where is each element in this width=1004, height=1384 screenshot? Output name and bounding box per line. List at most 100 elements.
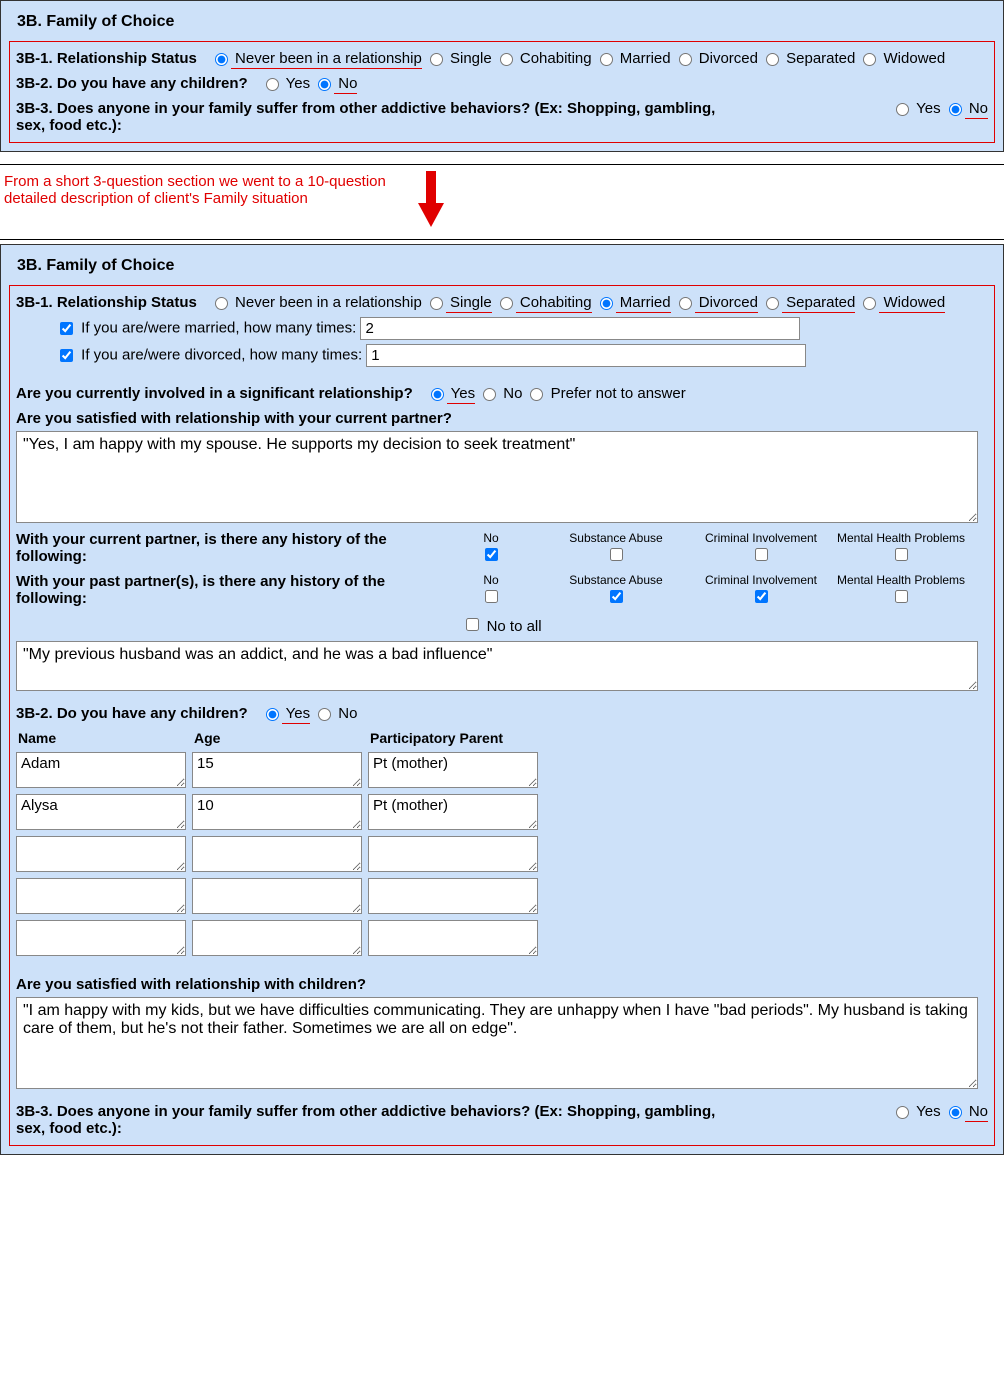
radio-input[interactable] [949, 103, 962, 116]
radio-label-text: Divorced [695, 50, 758, 67]
bq2-label: 3B-2. Do you have any children? [16, 705, 248, 722]
radio-option[interactable]: No [941, 1103, 988, 1120]
hist-current-cb-1[interactable] [610, 548, 623, 561]
separator-2 [0, 239, 1004, 240]
child-pp-input[interactable] [368, 752, 538, 788]
hist-col-1: Substance Abuse [546, 531, 686, 545]
radio-option[interactable]: Never been in a relationship [207, 294, 422, 311]
bq2-options: Yes No [258, 705, 358, 722]
annotation-text: From a short 3-question section we went … [0, 169, 400, 211]
radio-option[interactable]: Single [422, 294, 492, 311]
radio-label-text: No [334, 75, 357, 94]
child-pp-input[interactable] [368, 878, 538, 914]
radio-input[interactable] [679, 53, 692, 66]
radio-option[interactable]: No [310, 75, 357, 92]
child-age-input[interactable] [192, 920, 362, 956]
radio-input[interactable] [949, 1106, 962, 1119]
hist-col-3b: Mental Health Problems [836, 573, 966, 587]
radio-option[interactable]: Separated [758, 50, 855, 67]
radio-input[interactable] [863, 53, 876, 66]
radio-input[interactable] [766, 53, 779, 66]
radio-option[interactable]: Married [592, 50, 671, 67]
hist-current-cb-3[interactable] [895, 548, 908, 561]
radio-option[interactable]: Cohabiting [492, 50, 592, 67]
hist-past-cb-0[interactable] [485, 590, 498, 603]
radio-option[interactable]: Divorced [671, 294, 758, 311]
radio-option[interactable]: Prefer not to answer [522, 385, 685, 402]
sub1a-checkbox[interactable] [60, 322, 73, 335]
radio-input[interactable] [430, 53, 443, 66]
child-name-input[interactable] [16, 920, 186, 956]
hist-past-label: With your past partner(s), is there any … [16, 573, 436, 607]
sigrel-label: Are you currently involved in a signific… [16, 385, 413, 402]
hist-past-cb-3[interactable] [895, 590, 908, 603]
child-age-input[interactable] [192, 752, 362, 788]
radio-input[interactable] [430, 297, 443, 310]
child-pp-input[interactable] [368, 836, 538, 872]
hist-current-cb-0[interactable] [485, 548, 498, 561]
satpartner-text[interactable] [16, 431, 978, 523]
radio-input[interactable] [266, 708, 279, 721]
radio-option[interactable]: Cohabiting [492, 294, 592, 311]
no-to-all-label: No to all [487, 618, 542, 635]
radio-option[interactable]: No [475, 385, 522, 402]
radio-input[interactable] [431, 388, 444, 401]
top-q1-label: 3B-1. Relationship Status [16, 50, 197, 67]
hist-past-cb-2[interactable] [755, 590, 768, 603]
radio-option[interactable]: Single [422, 50, 492, 67]
sub1a-input[interactable] [360, 317, 800, 340]
radio-option[interactable]: Widowed [855, 50, 945, 67]
radio-input[interactable] [318, 78, 331, 91]
pastpartner-text[interactable] [16, 641, 978, 691]
radio-input[interactable] [896, 103, 909, 116]
radio-option[interactable]: Widowed [855, 294, 945, 311]
bottom-panel: 3B. Family of Choice 3B-1. Relationship … [0, 244, 1004, 1155]
hist-past-cb-1[interactable] [610, 590, 623, 603]
sub1b-checkbox[interactable] [60, 349, 73, 362]
child-pp-input[interactable] [368, 794, 538, 830]
radio-input[interactable] [215, 297, 228, 310]
radio-option[interactable]: Divorced [671, 50, 758, 67]
sigrel-options: Yes No Prefer not to answer [423, 385, 686, 402]
radio-input[interactable] [318, 708, 331, 721]
radio-input[interactable] [600, 53, 613, 66]
radio-option[interactable]: Yes [258, 75, 310, 92]
radio-input[interactable] [766, 297, 779, 310]
radio-input[interactable] [500, 297, 513, 310]
radio-option[interactable]: Married [592, 294, 671, 311]
sub1b-input[interactable] [366, 344, 806, 367]
top-q2-label: 3B-2. Do you have any children? [16, 75, 248, 92]
radio-option[interactable]: No [941, 100, 988, 117]
radio-option[interactable]: Yes [888, 1103, 940, 1120]
child-age-input[interactable] [192, 836, 362, 872]
radio-option[interactable]: Yes [888, 100, 940, 117]
radio-option[interactable]: Yes [423, 385, 475, 402]
radio-input[interactable] [530, 388, 543, 401]
radio-input[interactable] [863, 297, 876, 310]
radio-input[interactable] [600, 297, 613, 310]
radio-input[interactable] [679, 297, 692, 310]
radio-input[interactable] [500, 53, 513, 66]
bottom-redbox: 3B-1. Relationship Status Never been in … [9, 285, 995, 1146]
radio-label-text: No [334, 705, 357, 722]
child-pp-input[interactable] [368, 920, 538, 956]
child-name-input[interactable] [16, 794, 186, 830]
child-age-input[interactable] [192, 878, 362, 914]
radio-input[interactable] [483, 388, 496, 401]
no-to-all-checkbox[interactable] [466, 618, 479, 631]
radio-input[interactable] [266, 78, 279, 91]
radio-input[interactable] [896, 1106, 909, 1119]
radio-input[interactable] [215, 53, 228, 66]
radio-option[interactable]: Separated [758, 294, 855, 311]
child-name-input[interactable] [16, 878, 186, 914]
child-col-pp: Participatory Parent [368, 730, 538, 746]
radio-option[interactable]: Never been in a relationship [207, 50, 422, 67]
radio-option[interactable]: Yes [258, 705, 310, 722]
child-name-input[interactable] [16, 752, 186, 788]
child-name-input[interactable] [16, 836, 186, 872]
satchildren-text[interactable] [16, 997, 978, 1089]
top-panel: 3B. Family of Choice 3B-1. Relationship … [0, 0, 1004, 152]
child-age-input[interactable] [192, 794, 362, 830]
hist-current-cb-2[interactable] [755, 548, 768, 561]
radio-option[interactable]: No [310, 705, 357, 722]
